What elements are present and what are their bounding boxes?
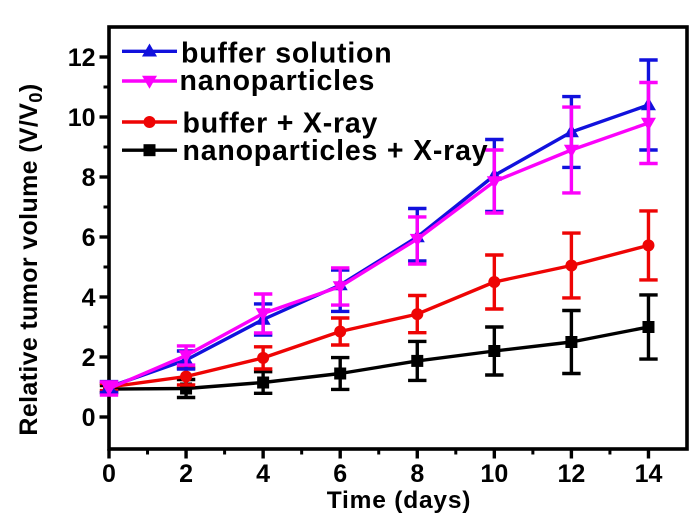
- svg-text:12: 12: [557, 460, 585, 488]
- svg-text:0: 0: [82, 404, 96, 432]
- svg-text:buffer + X-ray: buffer + X-ray: [183, 108, 379, 140]
- svg-text:6: 6: [333, 460, 347, 488]
- svg-text:4: 4: [82, 284, 96, 312]
- svg-text:Relative tumor volume (V/V0): Relative tumor volume (V/V0): [15, 83, 46, 435]
- svg-text:6: 6: [82, 224, 96, 252]
- svg-text:2: 2: [82, 344, 96, 372]
- svg-text:12: 12: [68, 44, 96, 72]
- svg-text:nanoparticles: nanoparticles: [180, 65, 376, 97]
- svg-text:4: 4: [256, 460, 270, 488]
- svg-text:10: 10: [480, 460, 508, 488]
- svg-text:Time (days): Time (days): [327, 487, 472, 514]
- svg-text:nanoparticles + X-ray: nanoparticles + X-ray: [183, 135, 489, 167]
- svg-text:10: 10: [68, 104, 96, 132]
- svg-text:buffer solution: buffer solution: [181, 37, 392, 69]
- svg-text:8: 8: [82, 164, 96, 192]
- svg-text:14: 14: [635, 460, 663, 488]
- svg-text:8: 8: [410, 460, 424, 488]
- svg-text:0: 0: [102, 460, 116, 488]
- svg-text:2: 2: [179, 460, 193, 488]
